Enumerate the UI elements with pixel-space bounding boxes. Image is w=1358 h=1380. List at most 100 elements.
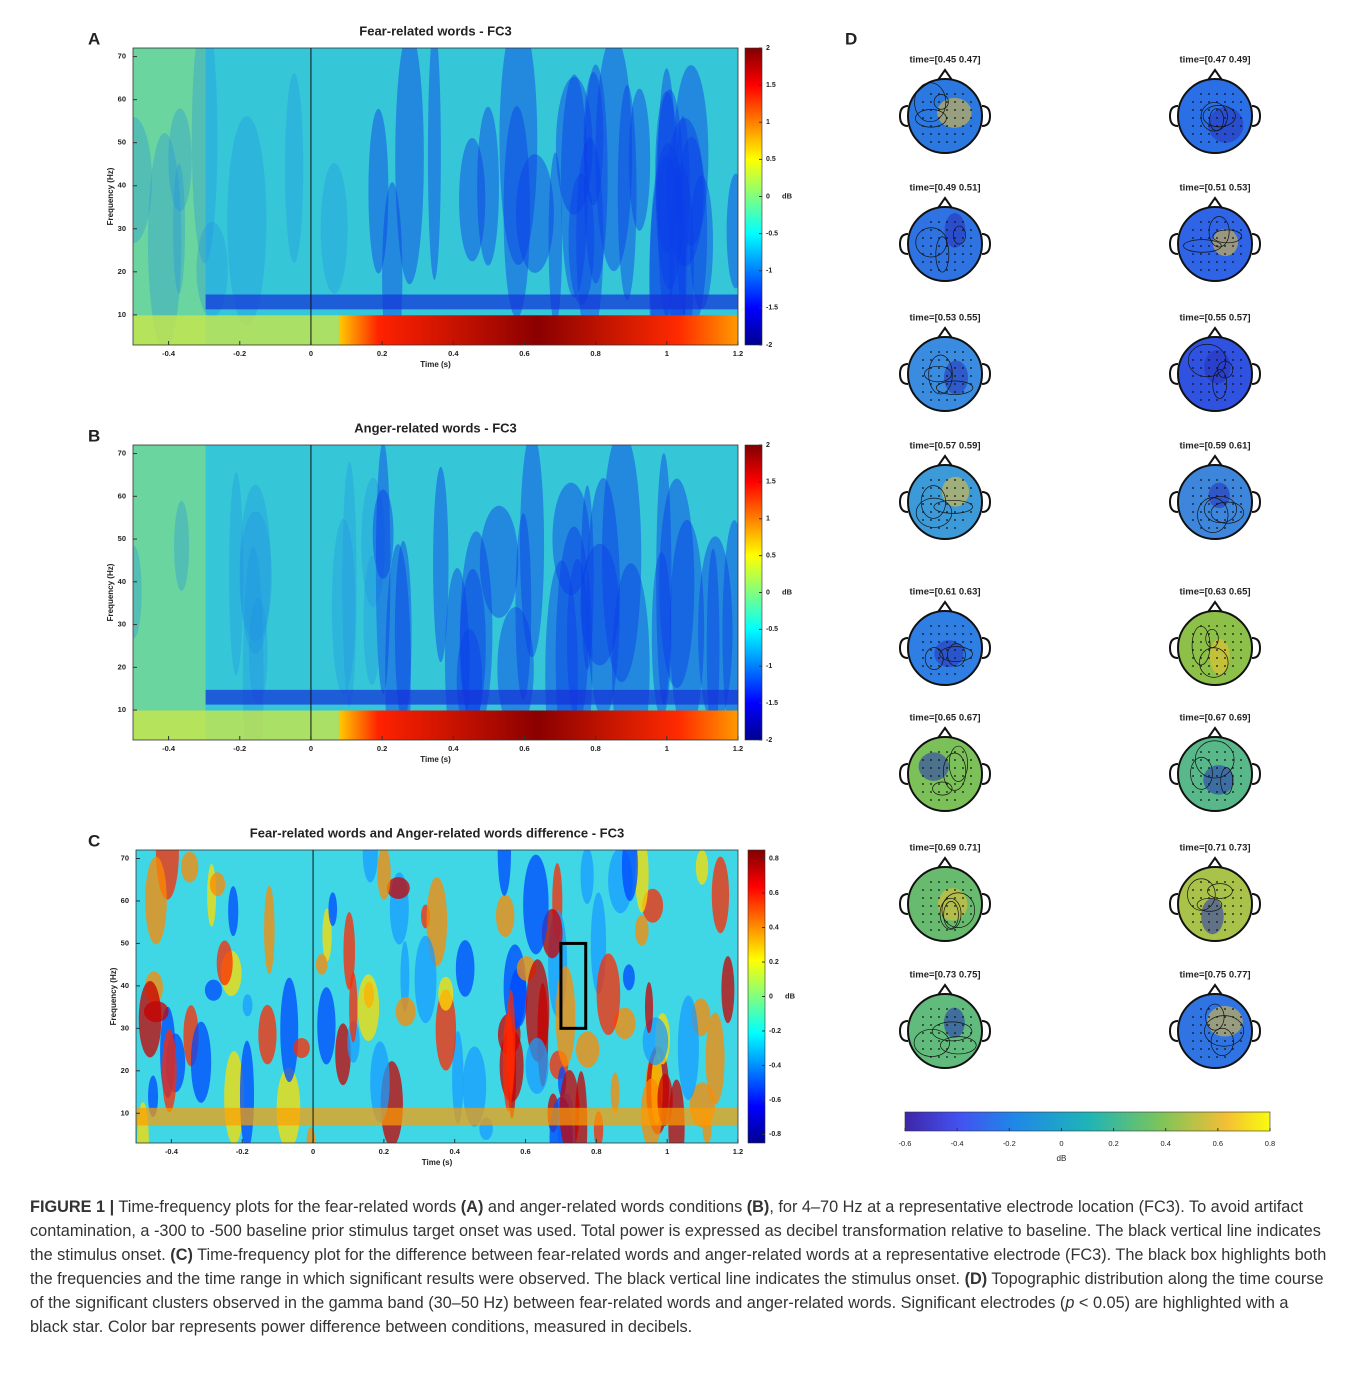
electrode bbox=[1224, 1008, 1226, 1010]
electrode bbox=[922, 229, 924, 231]
electrode bbox=[970, 783, 972, 785]
electrode bbox=[938, 759, 940, 761]
y-tick-label: 30 bbox=[121, 1023, 129, 1032]
electrode bbox=[954, 913, 956, 915]
heatmap-blob bbox=[191, 48, 218, 264]
electrode bbox=[1232, 503, 1234, 505]
colorbar-tick-label: 2 bbox=[766, 45, 770, 52]
electrode bbox=[930, 367, 932, 369]
heatmap-blob bbox=[525, 959, 550, 1062]
electrode bbox=[1200, 399, 1202, 401]
colorbar-unit: dB bbox=[782, 191, 793, 200]
electrode bbox=[1208, 657, 1210, 659]
electrode bbox=[930, 889, 932, 891]
electrode bbox=[954, 221, 956, 223]
electrode bbox=[1208, 633, 1210, 635]
electrode bbox=[930, 391, 932, 393]
electrode bbox=[954, 527, 956, 529]
electrode bbox=[954, 245, 956, 247]
heatmap-blob bbox=[229, 472, 244, 676]
electrode bbox=[970, 1032, 972, 1034]
topoplot-ear bbox=[981, 233, 992, 255]
electrode bbox=[1208, 261, 1210, 263]
electrode bbox=[962, 125, 964, 127]
heatmap-strip-low bbox=[133, 315, 339, 345]
x-tick-label: 0.4 bbox=[448, 744, 459, 753]
electrode bbox=[1200, 799, 1202, 801]
caption-text: (A) bbox=[460, 1198, 484, 1216]
electrode bbox=[1240, 125, 1242, 127]
caption-text: and anger-related words conditions bbox=[483, 1198, 747, 1216]
electrode bbox=[946, 375, 948, 377]
electrode bbox=[962, 913, 964, 915]
heatmap-blob bbox=[644, 982, 654, 1034]
electrode bbox=[922, 1032, 924, 1034]
electrode bbox=[1216, 117, 1218, 119]
topoplot-ear bbox=[898, 1020, 909, 1042]
electrode bbox=[930, 1048, 932, 1050]
electrode bbox=[1240, 775, 1242, 777]
electrode bbox=[1216, 657, 1218, 659]
colorbar-tick-label: -0.2 bbox=[769, 1028, 781, 1035]
electrode bbox=[938, 1048, 940, 1050]
electrode bbox=[1240, 889, 1242, 891]
electrode bbox=[1216, 905, 1218, 907]
electrode bbox=[938, 751, 940, 753]
electrode bbox=[1192, 253, 1194, 255]
topoplot-ear bbox=[981, 105, 992, 127]
electrode bbox=[946, 511, 948, 513]
electrode bbox=[1192, 503, 1194, 505]
colorbar-tick-label: 0.2 bbox=[769, 959, 779, 966]
colorbar-tick-label: -2 bbox=[766, 737, 772, 744]
electrode bbox=[954, 1016, 956, 1018]
electrode bbox=[946, 881, 948, 883]
electrode bbox=[1224, 261, 1226, 263]
electrode bbox=[1224, 905, 1226, 907]
heatmap-blob bbox=[414, 935, 437, 1024]
electrode bbox=[1216, 245, 1218, 247]
topoplot-contour bbox=[928, 354, 953, 395]
electrode bbox=[938, 125, 940, 127]
electrode bbox=[1208, 665, 1210, 667]
electrode bbox=[1216, 253, 1218, 255]
topoplot-ear bbox=[1168, 893, 1179, 915]
electrode bbox=[1224, 229, 1226, 231]
electrode bbox=[1232, 479, 1234, 481]
topoplot-nose bbox=[937, 726, 953, 739]
heatmap-blob bbox=[433, 466, 449, 663]
topoplot-label: time=[0.69 0.71] bbox=[909, 843, 980, 854]
electrode bbox=[954, 1048, 956, 1050]
heatmap-blob bbox=[675, 136, 708, 329]
electrode bbox=[970, 253, 972, 255]
electrode bbox=[930, 881, 932, 883]
electrode bbox=[930, 759, 932, 761]
topoplot-patch bbox=[943, 1007, 965, 1038]
electrode bbox=[1208, 1040, 1210, 1042]
electrode bbox=[1224, 221, 1226, 223]
topoplot-patch bbox=[941, 476, 970, 507]
x-axis-label: Time (s) bbox=[422, 1158, 453, 1167]
heatmap-blob bbox=[628, 88, 651, 231]
electrode bbox=[922, 633, 924, 635]
electrode bbox=[1216, 633, 1218, 635]
y-tick-label: 70 bbox=[118, 52, 126, 61]
electrode bbox=[930, 237, 932, 239]
electrode bbox=[1232, 229, 1234, 231]
topoplot-head bbox=[907, 206, 983, 282]
electrode bbox=[1216, 625, 1218, 627]
electrode bbox=[1216, 1008, 1218, 1010]
electrode bbox=[970, 125, 972, 127]
electrode bbox=[962, 1032, 964, 1034]
electrode bbox=[954, 399, 956, 401]
heatmap-blob bbox=[497, 850, 512, 896]
electrode bbox=[938, 519, 940, 521]
heatmap-strip-low bbox=[133, 710, 339, 740]
electrode bbox=[938, 229, 940, 231]
electrode bbox=[1240, 1032, 1242, 1034]
panel-letter: A bbox=[88, 29, 100, 48]
electrode bbox=[1200, 641, 1202, 643]
panel-title: Fear-related words - FC3 bbox=[359, 23, 511, 38]
electrode bbox=[1224, 1032, 1226, 1034]
electrode bbox=[962, 633, 964, 635]
electrode bbox=[1208, 93, 1210, 95]
